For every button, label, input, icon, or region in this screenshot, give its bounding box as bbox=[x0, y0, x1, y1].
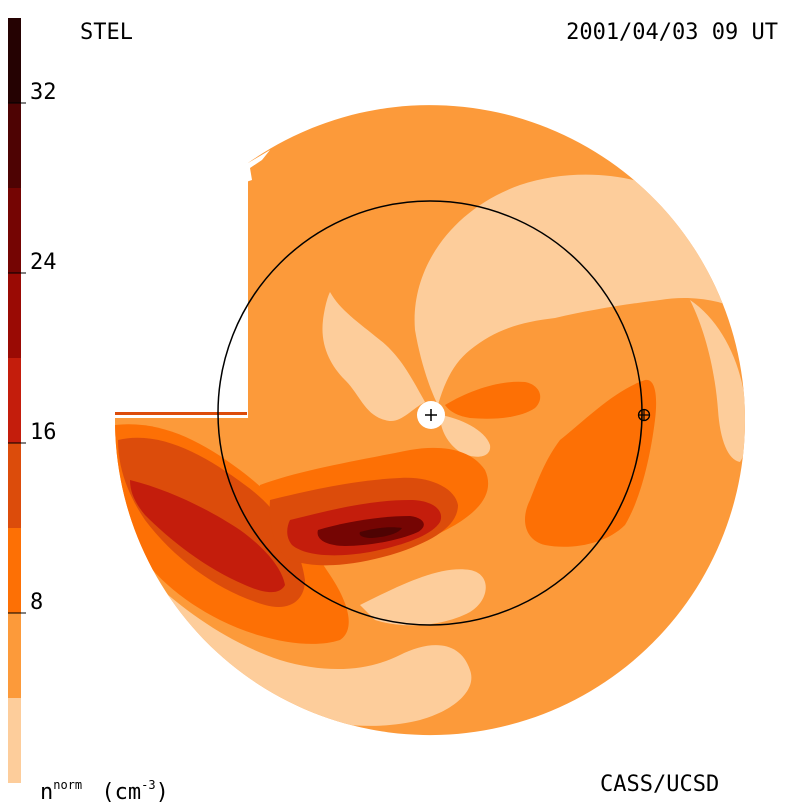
colorbar-segment-0 bbox=[8, 698, 21, 783]
colorbar-segment-3 bbox=[8, 443, 21, 528]
colorbar-segment-4 bbox=[8, 358, 21, 443]
colorbar-variable: n bbox=[40, 780, 54, 805]
colorbar-tick-label-16: 16 bbox=[30, 420, 57, 445]
disk-cut-streak bbox=[115, 412, 247, 415]
low-density-region-near-sun bbox=[440, 415, 491, 457]
colorbar-unit-exponent: -3 bbox=[141, 778, 156, 792]
colorbar-title: nnorm (cm-3) bbox=[40, 774, 169, 804]
very-high-density-region-left bbox=[130, 480, 285, 593]
disk-jagged-edge bbox=[226, 150, 270, 418]
credit-label: CASS/UCSD bbox=[600, 772, 720, 797]
colorbar-segment-8 bbox=[8, 18, 21, 103]
colorbar-segment-7 bbox=[8, 103, 21, 188]
timestamp-label: 2001/04/03 09 UT bbox=[566, 20, 778, 45]
instrument-label: STEL bbox=[80, 20, 133, 45]
low-density-region-upper bbox=[414, 174, 740, 405]
low-density-region-right bbox=[690, 300, 745, 462]
peak-density-core bbox=[359, 527, 402, 538]
colorbar-tick-label-8: 8 bbox=[30, 590, 44, 615]
colorbar-unit-suffix: ) bbox=[155, 780, 169, 805]
colorbar-unit-prefix: (cm bbox=[101, 780, 142, 805]
low-density-region-bottom-center bbox=[360, 569, 486, 626]
colorbar-segment-2 bbox=[8, 528, 21, 613]
colorbar bbox=[8, 18, 26, 783]
colorbar-segment-1 bbox=[8, 613, 21, 698]
enhanced-region-right bbox=[525, 379, 657, 547]
low-density-region-upper-left bbox=[322, 292, 425, 421]
colorbar-segment-6 bbox=[8, 188, 21, 273]
colorbar-tick-label-32: 32 bbox=[30, 80, 57, 105]
colorbar-variable-superscript: norm bbox=[53, 778, 83, 792]
enhanced-region-near-sun bbox=[445, 381, 541, 419]
earth-orbit-circle bbox=[217, 200, 643, 626]
low-density-region-lower bbox=[130, 560, 472, 726]
earth-marker-icon bbox=[637, 408, 651, 422]
sun-marker bbox=[417, 401, 445, 429]
colorbar-segment-5 bbox=[8, 273, 21, 358]
colorbar-tick-label-24: 24 bbox=[30, 250, 57, 275]
